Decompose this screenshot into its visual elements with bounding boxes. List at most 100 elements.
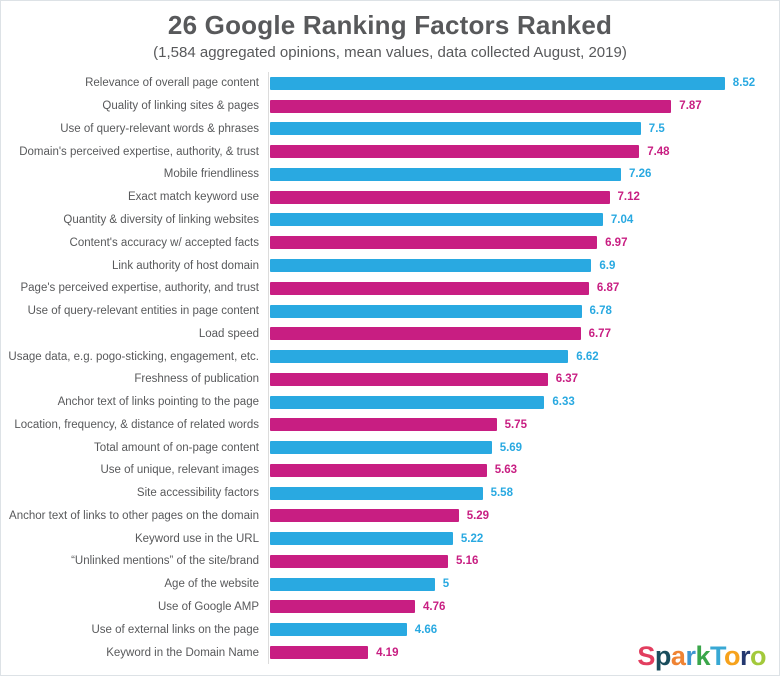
bar-area: 5.16	[268, 554, 779, 568]
bar-area: 6.77	[268, 327, 779, 341]
logo-letter: o	[723, 641, 741, 671]
category-label: Freshness of publication	[134, 373, 259, 386]
chart-row: Use of query-relevant entities in page c…	[1, 300, 779, 323]
bar-area: 7.26	[268, 167, 779, 181]
chart-row: Keyword in the Domain Name 4.19	[1, 641, 779, 664]
value-label: 6.87	[596, 282, 620, 295]
logo-letter: S	[637, 641, 655, 671]
value-label: 4.19	[376, 646, 399, 659]
value-label: 5.29	[466, 509, 490, 522]
bar	[270, 532, 453, 546]
value-label: 6.9	[599, 259, 616, 272]
chart-row: Location, frequency, & distance of relat…	[1, 413, 779, 436]
bar	[270, 76, 725, 90]
bar-area: 5.75	[268, 418, 779, 432]
value-label: 5.75	[504, 418, 527, 431]
chart-title: 26 Google Ranking Factors Ranked	[167, 10, 613, 40]
chart-row: Use of query-relevant words & phrases 7.5	[1, 118, 779, 141]
bar-area: 7.5	[268, 122, 779, 136]
bar-area: 6.97	[268, 236, 779, 250]
bar	[270, 167, 621, 181]
bar-area: 4.66	[268, 623, 779, 637]
bar-area: 7.12	[268, 190, 779, 204]
logo-letter: k	[695, 641, 710, 671]
value-label: 5	[442, 578, 450, 591]
category-label: Total amount of on-page content	[94, 441, 259, 454]
value-label: 5.22	[460, 532, 484, 545]
chart-row: Use of external links on the page 4.66	[1, 618, 779, 641]
logo-letter: o	[750, 641, 767, 671]
bar-area: 7.04	[268, 213, 779, 227]
category-label: Anchor text of links pointing to the pag…	[57, 396, 259, 409]
bar	[270, 372, 548, 386]
value-label: 7.87	[679, 100, 702, 113]
bar	[270, 327, 581, 341]
bar-area: 7.87	[268, 99, 779, 113]
logo-letter: a	[670, 641, 686, 671]
chart-rows: Relevance of overall page content 8.52 Qua…	[1, 72, 779, 664]
category-label: Keyword use in the URL	[134, 532, 259, 545]
bar	[270, 395, 545, 409]
bar-chart: Relevance of overall page content 8.52 Qua…	[1, 72, 779, 664]
category-label: “Unlinked mentions” of the site/brand	[71, 555, 259, 568]
bar-area: 5.69	[268, 441, 779, 455]
value-label: 6.62	[576, 350, 599, 363]
bar	[270, 623, 407, 637]
bar-area: 5.29	[268, 509, 779, 523]
logo-letter: r	[685, 641, 696, 671]
value-label: 5.16	[456, 555, 479, 568]
chart-row: Content's accuracy w/ accepted facts 6.97	[1, 231, 779, 254]
value-label: 7.5	[648, 122, 665, 135]
value-label: 7.26	[629, 168, 652, 181]
chart-row: Page's perceived expertise, authority, a…	[1, 277, 779, 300]
category-label: Keyword in the Domain Name	[106, 646, 259, 659]
chart-row: Relevance of overall page content 8.52	[1, 72, 779, 95]
bar	[270, 486, 483, 500]
category-label: Quantity & diversity of linking websites	[63, 213, 259, 226]
bar	[270, 190, 610, 204]
bar-area: 4.76	[268, 600, 779, 614]
category-label: Site accessibility factors	[136, 487, 259, 500]
y-axis-line	[268, 72, 269, 664]
chart-row: Anchor text of links to other pages on t…	[1, 505, 779, 528]
category-label: Domain's perceived expertise, authority,…	[19, 145, 259, 158]
value-label: 6.37	[555, 373, 579, 386]
bar	[270, 554, 448, 568]
chart-row: Anchor text of links pointing to the pag…	[1, 391, 779, 414]
chart-header: 26 Google Ranking Factors Ranked (1,584 …	[1, 1, 779, 62]
chart-row: Quality of linking sites & pages 7.87	[1, 95, 779, 118]
bar	[270, 281, 589, 295]
category-label: Quality of linking sites & pages	[102, 100, 259, 113]
chart-row: Age of the website 5	[1, 573, 779, 596]
bar	[270, 418, 497, 432]
chart-row: “Unlinked mentions” of the site/brand 5.1…	[1, 550, 779, 573]
value-label: 7.48	[647, 145, 670, 158]
bar-area: 6.9	[268, 259, 779, 272]
bar	[270, 236, 598, 250]
value-label: 5.69	[499, 441, 523, 454]
bar-area: 5.58	[268, 486, 779, 500]
category-label: Link authority of host domain	[111, 259, 259, 272]
bar	[270, 441, 492, 455]
bar-area: 4.19	[268, 646, 779, 660]
bar-area: 5.63	[268, 463, 779, 477]
category-label: Load speed	[198, 327, 259, 340]
category-label: Exact match keyword use	[127, 191, 259, 204]
category-label: Use of unique, relevant images	[100, 464, 259, 477]
value-label: 4.76	[423, 600, 446, 613]
category-label: Use of query-relevant entities in page c…	[27, 305, 259, 318]
bar	[270, 213, 603, 227]
bar-area: 7.48	[268, 145, 779, 159]
category-label: Page's perceived expertise, authority, a…	[20, 282, 259, 295]
chart-row: Link authority of host domain 6.9	[1, 254, 779, 277]
bar	[270, 122, 641, 136]
value-label: 6.77	[588, 327, 611, 340]
bar-area: 6.33	[268, 395, 779, 409]
value-label: 6.33	[552, 396, 575, 409]
value-label: 8.52	[732, 77, 756, 90]
bar	[270, 646, 369, 660]
category-label: Content's accuracy w/ accepted facts	[69, 236, 259, 249]
bar	[270, 600, 415, 614]
bar	[270, 304, 582, 318]
chart-row: Keyword use in the URL 5.22	[1, 527, 779, 550]
